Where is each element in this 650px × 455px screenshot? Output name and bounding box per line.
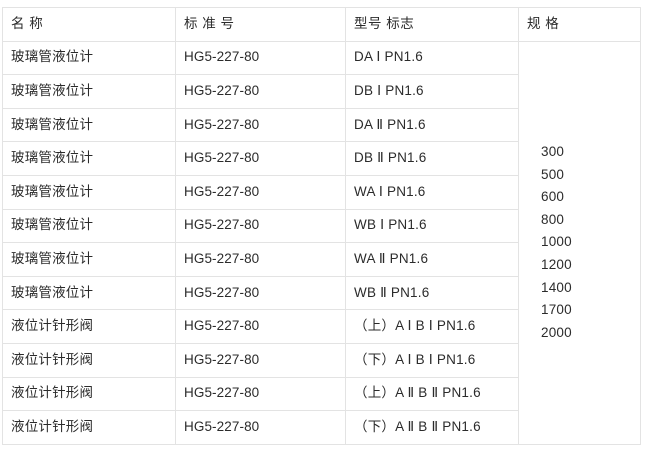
cell-standard: HG5-227-80 (175, 74, 346, 109)
table-row: 玻璃管液位计 HG5-227-80 DB Ⅰ PN1.6 (2, 74, 641, 109)
cell-standard: HG5-227-80 (175, 410, 346, 445)
cell-name: 玻璃管液位计 (2, 40, 176, 76)
spec-value: 1200 (541, 256, 572, 272)
cell-model: DB Ⅰ PN1.6 (345, 74, 519, 109)
cell-standard: HG5-227-80 (175, 107, 346, 143)
specification-table: 名 称 标 准 号 型号 标志 规 格 玻璃管液位计 HG5-227-80 DA… (2, 7, 641, 445)
cell-standard: HG5-227-80 (175, 275, 346, 311)
table-row: 液位计针形阀 HG5-227-80 （上）A Ⅰ B Ⅰ PN1.6 (2, 309, 641, 344)
column-header-model: 型号 标志 (345, 7, 519, 42)
cell-name: 液位计针形阀 (2, 410, 176, 445)
spec-value: 2000 (541, 324, 572, 340)
table-row: 液位计针形阀 HG5-227-80 （下）A Ⅱ B Ⅱ PN1.6 (2, 410, 641, 445)
cell-standard: HG5-227-80 (175, 141, 346, 176)
table-row: 玻璃管液位计 HG5-227-80 DB Ⅱ PN1.6 (2, 141, 641, 176)
cell-standard: HG5-227-80 (175, 376, 346, 412)
cell-name: 玻璃管液位计 (2, 174, 176, 210)
spec-value-list: 300 500 600 800 1000 1200 1400 1700 2000 (541, 141, 640, 344)
spec-value: 1400 (541, 279, 572, 295)
table-row: 玻璃管液位计 HG5-227-80 DA Ⅱ PN1.6 (2, 107, 641, 143)
cell-standard: HG5-227-80 (175, 40, 346, 76)
cell-standard: HG5-227-80 (175, 342, 346, 378)
cell-name: 液位计针形阀 (2, 309, 176, 344)
cell-model: WA Ⅰ PN1.6 (345, 174, 519, 210)
cell-name: 玻璃管液位计 (2, 74, 176, 109)
table-row: 玻璃管液位计 HG5-227-80 WB Ⅰ PN1.6 (2, 208, 641, 244)
cell-name: 液位计针形阀 (2, 376, 176, 412)
cell-name: 玻璃管液位计 (2, 141, 176, 176)
cell-name: 玻璃管液位计 (2, 107, 176, 143)
cell-name: 玻璃管液位计 (2, 275, 176, 311)
spec-value: 300 (541, 143, 565, 159)
cell-model: DA Ⅱ PN1.6 (345, 107, 519, 143)
table-row: 液位计针形阀 HG5-227-80 （上）A Ⅱ B Ⅱ PN1.6 (2, 376, 641, 412)
table-header-row: 名 称 标 准 号 型号 标志 规 格 (2, 7, 641, 42)
cell-model: WA Ⅱ PN1.6 (345, 242, 519, 277)
column-header-name: 名 称 (2, 7, 176, 42)
cell-model: （下）A Ⅱ B Ⅱ PN1.6 (345, 410, 519, 445)
cell-spec-merged: 300 500 600 800 1000 1200 1400 1700 2000 (518, 40, 641, 445)
cell-model: WB Ⅱ PN1.6 (345, 275, 519, 311)
spec-value: 800 (541, 211, 565, 227)
table-row: 玻璃管液位计 HG5-227-80 WA Ⅰ PN1.6 (2, 174, 641, 210)
table-body: 玻璃管液位计 HG5-227-80 DA Ⅰ PN1.6 300 500 600… (2, 40, 641, 445)
table-row: 玻璃管液位计 HG5-227-80 WB Ⅱ PN1.6 (2, 275, 641, 311)
cell-standard: HG5-227-80 (175, 208, 346, 244)
spec-value: 500 (541, 166, 565, 182)
cell-standard: HG5-227-80 (175, 242, 346, 277)
table-header: 名 称 标 准 号 型号 标志 规 格 (2, 7, 641, 42)
cell-name: 液位计针形阀 (2, 342, 176, 378)
cell-name: 玻璃管液位计 (2, 208, 176, 244)
spec-value: 600 (541, 189, 565, 205)
cell-standard: HG5-227-80 (175, 309, 346, 344)
cell-model: WB Ⅰ PN1.6 (345, 208, 519, 244)
cell-model: DB Ⅱ PN1.6 (345, 141, 519, 176)
cell-model: （上）A Ⅱ B Ⅱ PN1.6 (345, 376, 519, 412)
column-header-standard: 标 准 号 (175, 7, 346, 42)
table-row: 玻璃管液位计 HG5-227-80 DA Ⅰ PN1.6 300 500 600… (2, 40, 641, 445)
spec-value: 1000 (541, 234, 572, 250)
cell-standard: HG5-227-80 (175, 174, 346, 210)
cell-name: 玻璃管液位计 (2, 242, 176, 277)
cell-model: DA Ⅰ PN1.6 (345, 40, 519, 76)
spec-value: 1700 (541, 302, 572, 318)
cell-model: （下）A Ⅰ B Ⅰ PN1.6 (345, 342, 519, 378)
column-header-spec: 规 格 (518, 7, 641, 42)
table-row: 液位计针形阀 HG5-227-80 （下）A Ⅰ B Ⅰ PN1.6 (2, 342, 641, 378)
cell-model: （上）A Ⅰ B Ⅰ PN1.6 (345, 309, 519, 344)
